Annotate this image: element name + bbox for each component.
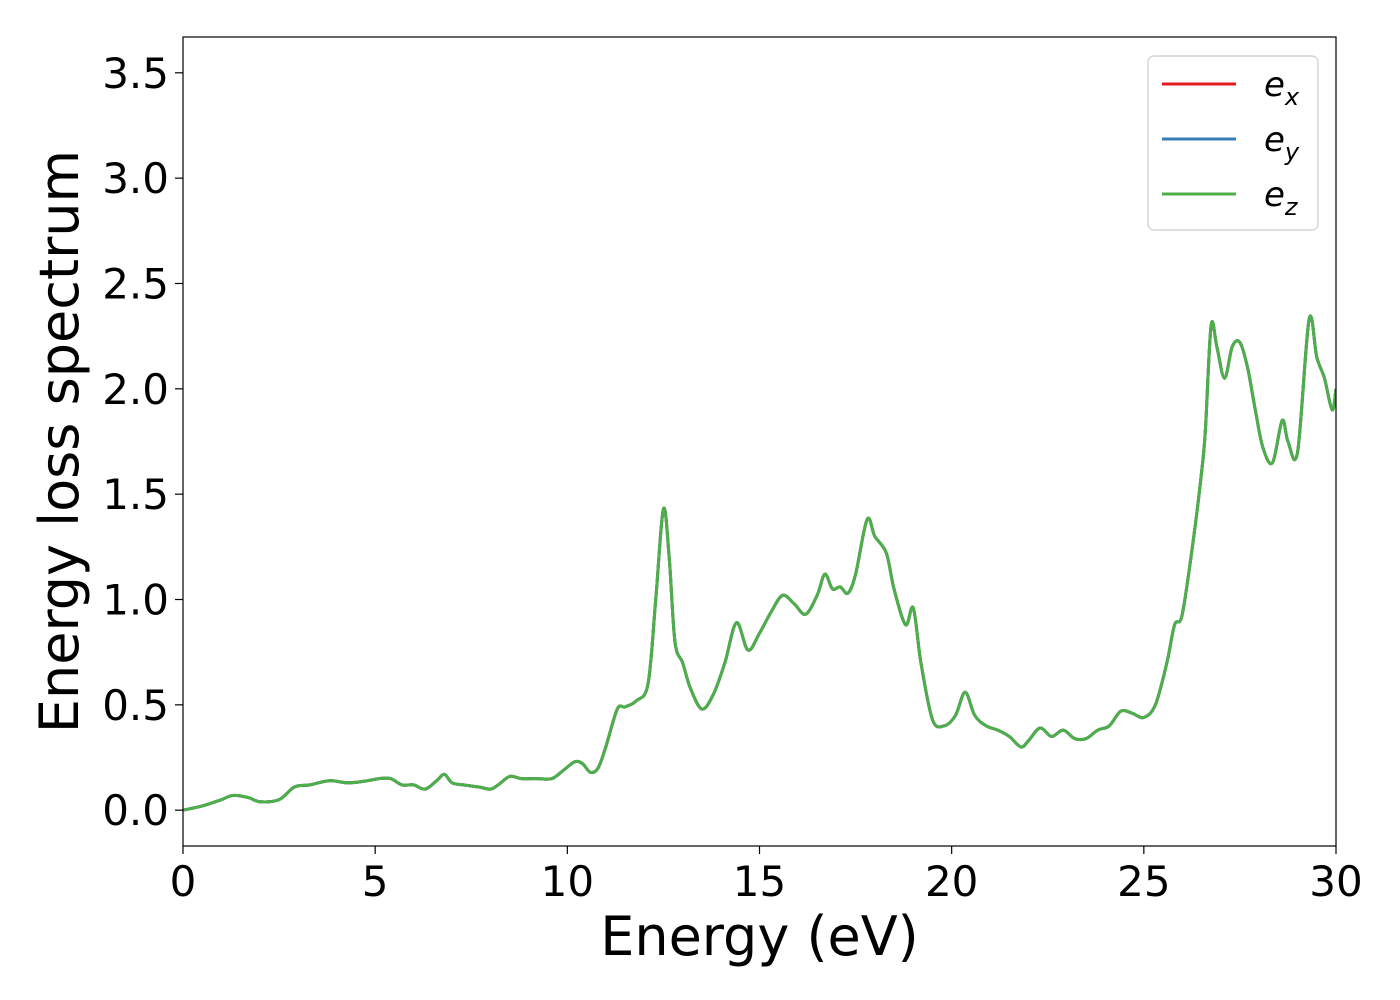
series-line-x	[183, 314, 1336, 812]
x-tick-label: 10	[541, 857, 594, 906]
y-tick-label: 1.0	[102, 576, 169, 625]
x-tick-label: 25	[1117, 857, 1170, 906]
legend: ex ey ez	[1147, 55, 1319, 231]
legend-label-z: ez	[1264, 175, 1299, 221]
series-layer	[183, 314, 1336, 812]
y-tick-label: 2.0	[102, 365, 169, 414]
x-axis-ticks: 0 5 10 15 20 25 30	[170, 846, 1363, 906]
y-tick-label: 2.5	[102, 259, 169, 308]
y-axis-title: Energy loss spectrum	[28, 150, 91, 733]
y-tick-label: 1.5	[102, 470, 169, 519]
x-tick-label: 30	[1309, 857, 1362, 906]
x-tick-label: 15	[733, 857, 786, 906]
series-line-z	[183, 314, 1336, 812]
x-axis-title: Energy (eV)	[600, 905, 919, 968]
legend-label-x: ex	[1264, 65, 1300, 111]
y-tick-label: 0.5	[102, 681, 169, 730]
x-tick-label: 20	[925, 857, 978, 906]
legend-box	[1147, 55, 1319, 231]
y-axis-ticks: 0.0 0.5 1.0 1.5 2.0 2.5 3.0 3.5	[102, 49, 183, 835]
x-tick-label: 5	[362, 857, 389, 906]
y-tick-label: 3.0	[102, 154, 169, 203]
y-tick-label: 3.5	[102, 49, 169, 98]
legend-label-y: ey	[1264, 120, 1300, 166]
x-tick-label: 0	[170, 857, 197, 906]
series-line-y	[183, 314, 1336, 812]
y-tick-label: 0.0	[102, 786, 169, 835]
